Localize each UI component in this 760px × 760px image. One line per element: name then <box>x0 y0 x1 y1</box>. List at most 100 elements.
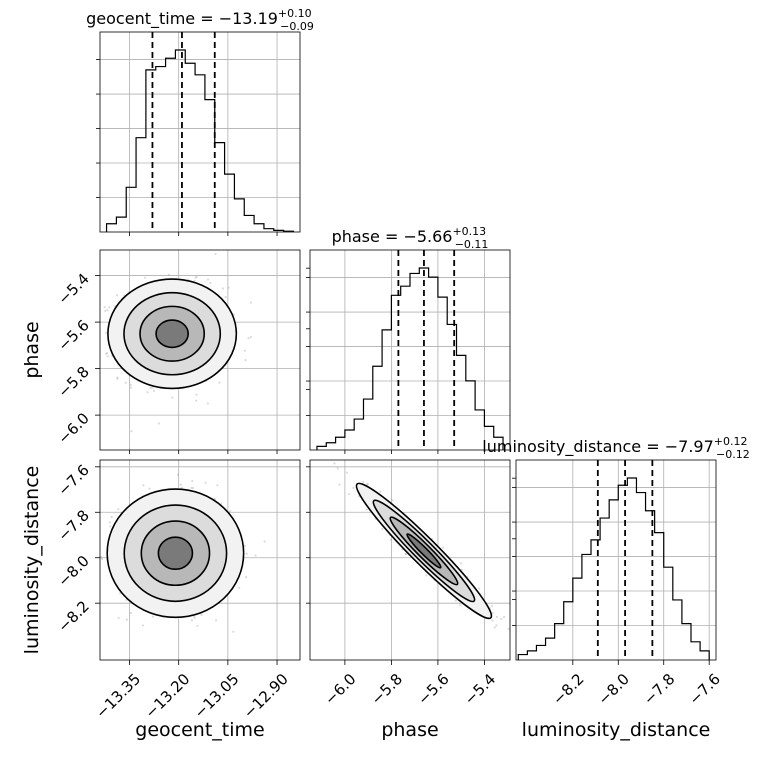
tick-label-x-phase: −5.4 <box>461 670 499 708</box>
sample-point <box>249 335 252 339</box>
title-phase: phase = −5.66+0.13 −0.11 <box>332 225 489 251</box>
panel-phase_vs_geocent_time <box>65 249 301 451</box>
sample-point <box>151 615 154 618</box>
tick-label-x-geocent_time: −13.35 <box>92 670 144 722</box>
sample-point <box>352 486 355 489</box>
axis-label-x-geocent_time: geocent_time <box>135 719 264 741</box>
sample-point <box>87 545 89 547</box>
sample-point <box>116 377 119 380</box>
sample-point <box>206 402 209 405</box>
sample-point <box>263 540 266 543</box>
sample-point <box>109 525 112 528</box>
sample-point <box>143 276 147 279</box>
sample-point <box>129 612 133 615</box>
sample-point <box>405 552 408 556</box>
sample-point <box>148 487 151 490</box>
sample-point <box>124 381 127 384</box>
sample-point <box>249 301 253 304</box>
tick-label-x-luminosity_distance: −8.2 <box>549 670 587 708</box>
sample-point <box>243 349 247 352</box>
sample-point <box>92 602 94 604</box>
sample-point <box>493 626 496 629</box>
panel-luminosity_distance_vs_phase <box>309 459 526 661</box>
sample-point <box>478 587 481 590</box>
sample-point <box>157 422 160 425</box>
tick-label-x-luminosity_distance: −8.0 <box>595 670 633 708</box>
sample-point <box>116 376 119 379</box>
sample-point <box>391 499 394 502</box>
sample-point <box>105 351 109 355</box>
contour-level-3 <box>106 488 245 619</box>
sample-point <box>229 510 232 513</box>
sample-point <box>524 628 526 630</box>
tick-label-x-geocent_time: −13.20 <box>141 670 193 722</box>
sample-point <box>502 616 506 619</box>
contour-level-2 <box>123 291 222 376</box>
sample-point <box>245 576 248 579</box>
sample-point <box>117 616 120 620</box>
sample-point <box>125 618 128 621</box>
axis-label-x-phase: phase <box>381 719 438 741</box>
panel-content <box>65 250 300 450</box>
panel-frame <box>515 459 717 661</box>
sample-point <box>65 322 67 324</box>
sample-point <box>491 619 494 622</box>
sample-point <box>404 552 407 555</box>
panel-luminosity_distance_vs_geocent_time <box>87 459 301 661</box>
sample-point <box>142 484 145 487</box>
sample-point <box>171 396 174 399</box>
sample-point <box>254 554 257 557</box>
tick-label-x-phase: −5.8 <box>368 670 406 708</box>
sample-point <box>495 624 498 627</box>
sample-point <box>176 473 180 476</box>
sample-point <box>152 389 156 393</box>
sample-point <box>129 383 132 386</box>
sample-point <box>151 386 154 389</box>
sample-point <box>507 627 510 631</box>
tick-label-y-phase: −5.6 <box>54 316 92 354</box>
title-geocent_time: geocent_time = −13.19+0.10 −0.09 <box>86 7 314 33</box>
sample-point <box>345 471 349 474</box>
tick-label-y-luminosity_distance: −8.2 <box>54 597 92 635</box>
density-fill <box>407 534 441 568</box>
sample-point <box>104 309 107 312</box>
sample-point <box>195 393 198 396</box>
tick-label-x-phase: −5.6 <box>414 670 452 708</box>
contour-level-1 <box>139 305 206 362</box>
sample-point <box>362 480 365 484</box>
sample-point <box>379 490 382 493</box>
sample-point <box>245 552 248 555</box>
tick-label-y-luminosity_distance: −8.0 <box>54 552 92 590</box>
tick-label-x-luminosity_distance: −7.8 <box>640 670 678 708</box>
tick-label-x-geocent_time: −13.05 <box>191 670 243 722</box>
contour-level-0 <box>157 536 194 571</box>
sample-point <box>348 492 351 496</box>
contour-level-3 <box>107 278 238 390</box>
contour-level-1 <box>389 516 459 586</box>
contour-level-0 <box>155 319 189 349</box>
panel-frame <box>99 31 301 233</box>
sample-point <box>91 559 93 561</box>
sample-point <box>100 555 103 558</box>
hist-panel-geocent_time: geocent_time = −13.19+0.10 −0.09 <box>86 7 314 233</box>
sample-point <box>191 486 195 490</box>
tick-label-y-luminosity_distance: −7.6 <box>54 461 92 499</box>
sample-point <box>209 281 212 285</box>
sample-point <box>105 352 108 356</box>
sample-point <box>366 483 369 486</box>
panel-content <box>310 460 526 660</box>
histogram-geocent_time <box>105 49 295 232</box>
sample-point <box>500 617 503 621</box>
contour-level-0 <box>406 533 442 569</box>
tick-label-y-luminosity_distance: −7.8 <box>54 506 92 544</box>
sample-point <box>110 516 113 519</box>
panel-frame <box>309 459 511 661</box>
panel-content <box>87 460 300 660</box>
sample-point <box>336 467 339 470</box>
sample-point <box>218 381 221 384</box>
title-luminosity_distance: luminosity_distance = −7.97+0.12 −0.12 <box>482 435 749 461</box>
histogram-luminosity_distance <box>517 477 710 660</box>
tick-label-y-phase: −5.8 <box>54 363 92 401</box>
tick-label-y-phase: −5.4 <box>54 270 92 308</box>
sample-point <box>381 527 384 531</box>
